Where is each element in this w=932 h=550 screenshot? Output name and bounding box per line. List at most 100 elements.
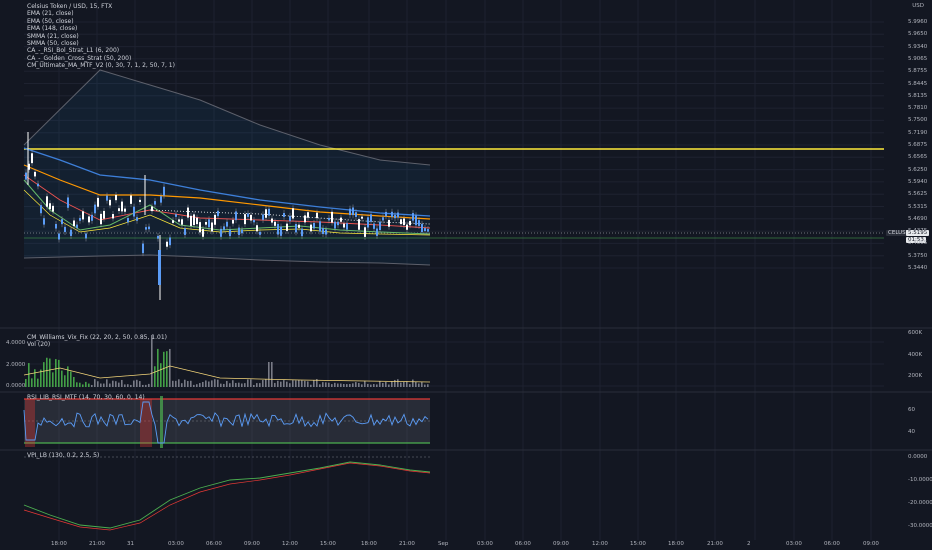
vol-bar: [169, 348, 171, 387]
legend-ema50[interactable]: EMA (50, close): [27, 17, 74, 25]
rsi-pane[interactable]: [23, 396, 430, 448]
vol-bar: [214, 379, 216, 387]
williams-title[interactable]: CM_Williams_Vix_Fix (22, 20, 2, 50, 0.85…: [27, 334, 168, 341]
legend-golden-cross[interactable]: CA_-_Golden_Cross_Strat (50, 200): [27, 54, 132, 62]
legend-ultimate-ma[interactable]: CM_Ultimate_MA_MTF_V2 (0, 30, 7, 1, 2, 5…: [27, 62, 175, 70]
candle: [358, 219, 360, 230]
vol-bar: [394, 379, 396, 387]
price-tick: 5.5940: [908, 178, 928, 185]
williams-right-tick: 200K: [908, 373, 923, 379]
candle: [394, 214, 396, 219]
vol-bar: [70, 371, 72, 387]
candle: [229, 229, 231, 237]
candle: [145, 227, 147, 230]
candle: [289, 215, 291, 222]
vol-bar: [277, 380, 279, 387]
main-price-pane[interactable]: [23, 69, 884, 300]
vol-bar: [43, 362, 45, 387]
vol-bar: [376, 384, 378, 387]
time-label: Sep: [438, 541, 449, 547]
vol-bar: [193, 384, 195, 387]
legend-ema21[interactable]: EMA (21, close): [27, 10, 74, 18]
candle: [58, 233, 60, 240]
vol-bar: [124, 384, 126, 387]
candle: [184, 228, 186, 235]
last-price-tag: 5.5195: [906, 230, 930, 236]
legend-smma50[interactable]: SMMA (50, close): [27, 40, 79, 48]
vol-bar: [400, 382, 402, 387]
vol-bar: [235, 382, 237, 387]
candle: [259, 231, 261, 235]
candle: [172, 220, 174, 223]
ema148-line: [23, 147, 431, 217]
vol-bar: [34, 369, 36, 387]
legend-rsi-bol[interactable]: CA_-_RSI_Bol_Strat_L1 (6, 200): [27, 47, 120, 55]
vol-bar: [64, 375, 66, 387]
candle: [391, 211, 393, 217]
rsi-red-zone: [140, 399, 152, 447]
candle: [46, 196, 48, 207]
candle: [37, 183, 39, 187]
candle: [73, 220, 75, 227]
vol-bar: [388, 384, 390, 387]
candle: [370, 214, 372, 222]
vol-bar: [364, 380, 366, 387]
time-label: 18:00: [361, 541, 377, 547]
candle: [373, 223, 375, 229]
vol-bar: [313, 380, 315, 387]
rsi-title[interactable]: RSI_LIB_RSI_MTF (14, 70, 30, 60, 0, 14): [27, 394, 145, 401]
rsi-right-tick: 60: [908, 407, 915, 413]
candle: [421, 223, 423, 233]
candle: [217, 210, 219, 217]
candle: [427, 229, 429, 232]
vol-bar: [133, 380, 135, 387]
candle: [205, 222, 207, 225]
vol-bar: [358, 382, 360, 387]
candle: [349, 208, 351, 216]
vol-bar: [196, 384, 198, 387]
vol-bar: [382, 383, 384, 387]
candle: [202, 229, 204, 237]
candle: [274, 221, 276, 226]
candle: [121, 201, 123, 212]
vol-bar: [82, 384, 84, 387]
legend-ema148[interactable]: EMA (148, close): [27, 25, 78, 33]
vol-bar: [145, 384, 147, 387]
vol-bar: [331, 384, 333, 387]
price-tick: 5.9650: [908, 31, 928, 38]
candle: [79, 217, 81, 221]
candle: [220, 228, 222, 237]
vol-bar: [232, 380, 234, 387]
vol-bar: [160, 363, 162, 387]
candle: [154, 201, 156, 205]
vpi-title[interactable]: VPI_LB (130, 0.2, 2.5, 5): [27, 452, 100, 459]
vol-bar: [46, 357, 48, 387]
legend-smma21[interactable]: SMMA (21, close): [27, 32, 79, 40]
candle: [136, 217, 138, 221]
vol-bar: [301, 380, 303, 387]
vol-title[interactable]: Vol (20): [27, 341, 51, 348]
bollinger-fill: [24, 70, 430, 265]
vpi-pane[interactable]: [23, 456, 431, 531]
vol-bar: [253, 384, 255, 387]
candle: [130, 195, 132, 204]
candle: [106, 195, 108, 201]
vpi-right-tick: 0.0000: [908, 454, 928, 460]
candle: [97, 197, 99, 207]
vol-bar: [172, 380, 174, 387]
williams-vix-pane[interactable]: [23, 335, 884, 387]
vol-bar: [412, 379, 414, 387]
chart-title[interactable]: Celsius Token / USD, 15, FTX: [27, 3, 113, 10]
candle: [109, 199, 111, 206]
vol-bar: [58, 359, 60, 387]
candle: [412, 213, 414, 221]
price-tick: 5.5315: [908, 203, 928, 210]
vol-bar: [91, 384, 93, 387]
time-label: 03:00: [786, 541, 802, 547]
time-label: 21:00: [707, 541, 723, 547]
candle: [148, 226, 150, 230]
vol-bar: [178, 379, 180, 387]
candle: [415, 215, 417, 226]
